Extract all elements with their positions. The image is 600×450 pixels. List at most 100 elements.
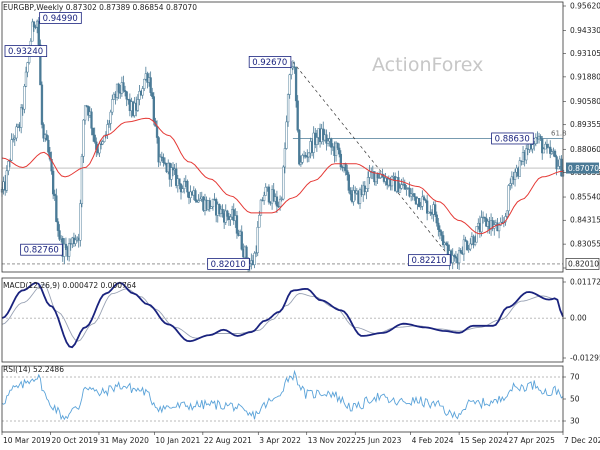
candle-body	[349, 190, 352, 195]
candle-body	[464, 239, 467, 242]
candle-body	[454, 256, 458, 259]
candle-body	[510, 176, 514, 184]
candle-body	[42, 124, 45, 139]
candle-body	[87, 106, 90, 116]
candle-body	[45, 134, 48, 141]
candle-body	[483, 216, 486, 219]
candle-body	[151, 92, 154, 97]
candle-body	[480, 217, 483, 233]
candle-body	[106, 124, 109, 135]
candle-body	[424, 199, 427, 202]
candle-body	[37, 20, 40, 46]
candle-body	[539, 135, 542, 140]
candle-body	[346, 170, 349, 175]
candle-body	[440, 231, 443, 236]
x-tick-label: 13 Nov 2022	[308, 436, 356, 445]
candle-body	[143, 78, 146, 89]
candle-body	[80, 155, 84, 204]
price-callout-label: 0.94990	[43, 14, 78, 24]
candle-body	[338, 147, 341, 155]
x-tick-label: 31 May 2020	[100, 436, 149, 445]
candle-body	[23, 86, 26, 110]
candle-body	[453, 255, 456, 257]
candle-body	[525, 148, 528, 161]
price-panel-frame	[1, 1, 564, 273]
candle-body	[472, 236, 475, 245]
candle-body	[79, 203, 82, 241]
candle-body	[254, 252, 258, 254]
price-tick-label: 0.84315	[570, 216, 600, 225]
candle-body	[26, 62, 29, 73]
candle-body	[47, 139, 50, 153]
macd-signal-line	[1, 283, 564, 342]
candle-body	[403, 183, 406, 190]
candle-body	[51, 170, 55, 195]
rsi-tick-label: 50	[570, 395, 580, 404]
candle-body	[280, 198, 283, 201]
candle-body	[91, 127, 95, 136]
candle-body	[365, 188, 368, 193]
x-tick-label: 27 Apr 2025	[509, 436, 556, 445]
candle-body	[339, 153, 342, 168]
candle-body	[109, 111, 112, 124]
candle-body	[53, 193, 56, 196]
candle-body	[122, 82, 125, 91]
candle-body	[50, 158, 53, 172]
candle-body	[550, 151, 553, 154]
candle-body	[7, 161, 10, 172]
price-callout-box	[207, 258, 250, 270]
candle-body	[56, 221, 60, 231]
candle-body	[397, 177, 400, 193]
candle-body	[93, 134, 96, 143]
candle-body	[518, 160, 521, 177]
candle-body	[531, 144, 534, 150]
price-callout-label: 0.82010	[211, 260, 246, 270]
candle-body	[282, 166, 285, 200]
x-tick-label: 15 Sep 2024	[460, 436, 508, 445]
candle-body	[505, 210, 509, 217]
candle-body	[12, 138, 15, 141]
candle-body	[294, 67, 298, 102]
candle-body	[67, 243, 71, 257]
candle-body	[301, 155, 304, 163]
candle-body	[83, 105, 87, 121]
x-tick-label: 10 Jan 2021	[155, 436, 200, 445]
candle-body	[437, 222, 440, 230]
candle-body	[413, 193, 416, 197]
candle-body	[467, 248, 470, 251]
candle-body	[98, 143, 101, 154]
candle-body	[226, 210, 229, 217]
price-tick-label: 0.94330	[570, 26, 600, 35]
candle-body	[560, 158, 563, 177]
price-tick-label: 0.89355	[570, 120, 600, 129]
candle-body	[183, 180, 186, 190]
candle-body	[186, 180, 189, 193]
low-price-marker	[565, 258, 600, 270]
price-callout-label: 0.93240	[8, 47, 43, 57]
price-callout-box	[408, 254, 451, 267]
candle-body	[405, 188, 408, 190]
macd-tick-label: 0.00	[570, 314, 587, 323]
candle-body	[99, 143, 103, 145]
rsi-panel: 70 50 30	[1, 369, 580, 426]
rsi-label: RSI(14) 52.2486	[3, 365, 64, 374]
candle-body	[267, 186, 271, 203]
candle-body	[232, 209, 235, 221]
price-callout-label: 0.82210	[411, 256, 446, 266]
candle-body	[422, 196, 426, 200]
candle-body	[555, 156, 558, 170]
candle-body	[398, 188, 402, 193]
current-price-marker	[566, 162, 599, 174]
candle-body	[286, 94, 290, 123]
candle-body	[410, 193, 413, 197]
candle-body	[509, 183, 512, 186]
candle-body	[438, 229, 442, 233]
candle-body	[178, 178, 181, 185]
current-price-label: 0.87070	[568, 164, 599, 173]
price-callout-label: 0.82760	[24, 246, 59, 256]
candle-body	[390, 176, 394, 187]
candle-body	[288, 74, 291, 95]
candle-body	[221, 208, 224, 214]
candle-body	[326, 140, 330, 144]
